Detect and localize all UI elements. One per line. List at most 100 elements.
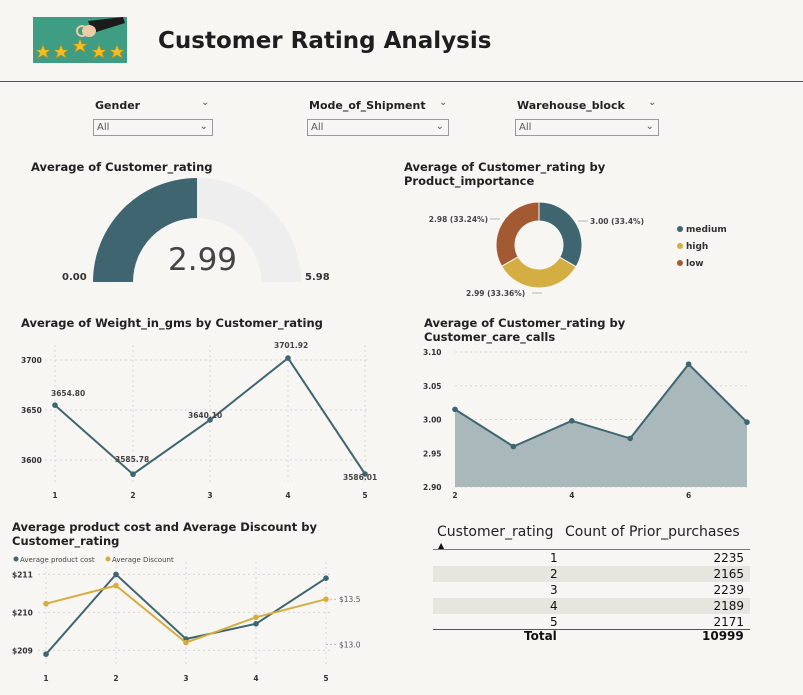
combo-chart-title: Average product cost and Average Discoun…	[12, 520, 317, 548]
gauge-value: 2.99	[168, 242, 238, 278]
weight-line-chart[interactable]: 3600 3650 3700 3654.80 1 3585.78 2 3640.10 3 3701…	[15, 335, 385, 505]
table-cell-rating: 2	[550, 567, 558, 581]
chevron-down-icon[interactable]: ⌄	[439, 97, 448, 108]
donut-title: Average of Customer_rating by Product_im…	[404, 160, 606, 188]
legend-label-high: high	[686, 242, 708, 252]
data-label: 3654.80	[51, 389, 85, 398]
legend-marker-high	[677, 243, 683, 249]
table-cell-rating: 1	[550, 551, 558, 565]
gauge-chart[interactable]	[85, 170, 315, 285]
data-point	[52, 402, 58, 408]
donut-data-label: 3.00 (33.4%)	[590, 217, 644, 226]
cost-discount-line-chart[interactable]: Average product cost Average Discount $209…	[8, 550, 378, 690]
data-point	[207, 417, 213, 423]
data-label: 3586.01	[343, 473, 377, 482]
table-cell-rating: 3	[550, 583, 558, 597]
area-fill	[455, 364, 747, 487]
data-point	[113, 582, 119, 589]
chevron-down-icon: ⌄	[435, 121, 444, 132]
table-row[interactable]: 2 2165	[433, 566, 750, 582]
gauge-min: 0.00	[62, 272, 87, 283]
data-point	[510, 443, 517, 450]
x-tick-label: 3	[183, 674, 188, 683]
slicer-gender-value: All	[97, 122, 110, 133]
table-row[interactable]: 5 2171	[433, 614, 750, 630]
data-point	[285, 355, 291, 361]
y-tick-label-right: $13.0	[339, 640, 361, 649]
table-cell-rating: 4	[550, 599, 558, 613]
gauge-title: Average of Customer_rating	[31, 160, 213, 174]
chevron-down-icon: ⌄	[645, 121, 654, 132]
x-tick-label: 2	[452, 491, 457, 500]
data-point	[113, 571, 119, 578]
legend-marker-cost	[13, 556, 19, 562]
slicer-shipment-dropdown[interactable]: All ⌄	[307, 119, 449, 136]
legend-label-cost: Average product cost	[20, 556, 95, 564]
legend-label-low: low	[686, 259, 704, 269]
x-tick-label: 5	[323, 674, 328, 683]
table-cell-count: 2171	[713, 615, 744, 629]
table-cell-count: 2165	[713, 567, 744, 581]
x-tick-label: 6	[686, 491, 691, 500]
legend-marker-medium	[677, 226, 683, 232]
chevron-down-icon[interactable]: ⌄	[648, 97, 657, 108]
slicer-shipment-value: All	[311, 122, 324, 133]
table-header-count[interactable]: Count of Prior_purchases	[565, 524, 740, 540]
donut-data-label: 2.98 (33.24%)	[429, 215, 488, 224]
data-point	[685, 361, 692, 367]
data-point	[130, 471, 136, 478]
data-point	[627, 435, 633, 442]
table-header-rating[interactable]: Customer_rating	[437, 524, 554, 540]
table-cell-rating: 5	[550, 615, 558, 629]
x-tick-label: 2	[113, 674, 118, 683]
table-row[interactable]: 4 2189	[433, 598, 750, 614]
slicer-gender-dropdown[interactable]: All ⌄	[93, 119, 213, 136]
legend-label-medium: medium	[686, 225, 727, 235]
data-point	[253, 614, 259, 621]
y-tick-label: 3.05	[423, 382, 442, 391]
sort-ascending-icon[interactable]: ▲	[438, 541, 445, 550]
table-header-divider	[433, 549, 750, 550]
page-title: Customer Rating Analysis	[158, 28, 492, 54]
data-label: 3640.10	[188, 411, 222, 420]
donut-slice-high	[500, 256, 577, 289]
chevron-down-icon[interactable]: ⌄	[201, 97, 210, 108]
table-total-divider	[433, 629, 750, 630]
y-tick-label: 3650	[21, 406, 42, 415]
table-row[interactable]: 1 2235	[433, 550, 750, 566]
series-line	[454, 362, 748, 448]
table-cell-count: 2235	[713, 551, 744, 565]
y-tick-label: 2.95	[423, 449, 442, 458]
chevron-down-icon: ⌄	[199, 121, 208, 132]
x-tick-label: 2	[130, 491, 135, 500]
slicer-warehouse-dropdown[interactable]: All ⌄	[515, 119, 659, 136]
donut-slice-low	[495, 201, 540, 267]
data-point	[43, 600, 49, 607]
table-total-label: Total	[524, 629, 557, 643]
table-row[interactable]: 3 2239	[433, 582, 750, 598]
table-cell-count: 2189	[713, 599, 744, 613]
y-tick-label-left: $209	[12, 646, 33, 655]
data-point	[569, 418, 575, 424]
data-point	[323, 575, 329, 581]
slicer-gender-label: Gender	[95, 99, 141, 112]
y-tick-label: 3.10	[423, 348, 442, 357]
x-tick-label: 1	[43, 674, 48, 683]
donut-chart[interactable]: 3.00 (33.4%) 2.99 (33.36%) 2.98 (33.24%) me…	[404, 195, 744, 300]
data-point	[744, 419, 750, 425]
gauge-max: 5.98	[305, 272, 330, 283]
y-tick-label-left: $210	[12, 608, 33, 617]
calls-area-chart[interactable]: 2.90 2.95 3.00 3.05 3.10 2 4 6	[415, 340, 760, 505]
x-tick-label: 5	[362, 491, 367, 500]
legend-label-discount: Average Discount	[112, 556, 174, 564]
data-point	[43, 651, 49, 657]
calls-chart-title: Average of Customer_rating by Customer_c…	[424, 316, 626, 344]
data-point	[452, 406, 458, 413]
data-label: 3701.92	[274, 341, 308, 350]
table-total-value: 10999	[702, 629, 744, 643]
x-tick-label: 4	[253, 674, 258, 683]
data-point	[253, 621, 259, 627]
weight-chart-title: Average of Weight_in_gms by Customer_rat…	[21, 316, 323, 330]
slicer-warehouse-value: All	[519, 122, 532, 133]
x-tick-label: 3	[207, 491, 212, 500]
